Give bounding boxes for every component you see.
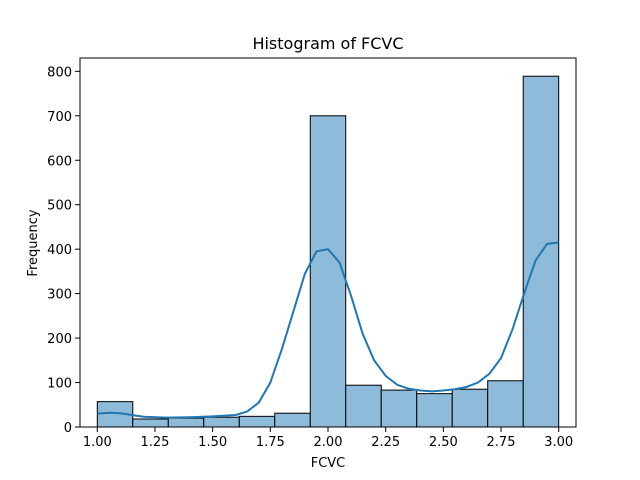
y-tick-label-1: 100 xyxy=(47,377,72,392)
x-tick-label-2: 1.50 xyxy=(198,435,227,450)
y-tick-label-0: 0 xyxy=(64,421,72,436)
y-tick-label-8: 800 xyxy=(47,65,72,80)
x-tick-label-4: 2.00 xyxy=(314,435,343,450)
x-tick-label-7: 2.75 xyxy=(487,435,516,450)
histogram-bar-6 xyxy=(309,115,347,428)
bars-group xyxy=(96,75,560,428)
y-tick-label-5: 500 xyxy=(47,199,72,214)
histogram-bar-4 xyxy=(238,415,276,428)
y-axis-label: Frequency xyxy=(26,209,41,276)
kde-line xyxy=(97,241,559,419)
histogram-bar-8 xyxy=(380,389,418,428)
y-axis-ticks: 0 100 200 300 400 500 600 700 800 xyxy=(47,65,80,436)
y-tick-label-3: 300 xyxy=(47,288,72,303)
x-tick-label-5: 2.25 xyxy=(371,435,400,450)
histogram-bar-3 xyxy=(203,416,240,428)
y-tick-label-6: 600 xyxy=(47,154,72,169)
x-tick-label-3: 1.75 xyxy=(256,435,285,450)
histogram-bar-1 xyxy=(132,418,169,428)
histogram-bar-11 xyxy=(487,380,524,428)
x-tick-label-0: 1.00 xyxy=(83,435,112,450)
x-tick-label-8: 3.00 xyxy=(544,435,573,450)
histogram-bar-5 xyxy=(274,412,311,428)
y-tick-label-4: 400 xyxy=(47,243,72,258)
chart-title: Histogram of FCVC xyxy=(252,34,403,53)
x-axis-label: FCVC xyxy=(311,456,346,471)
y-tick-label-7: 700 xyxy=(47,110,72,125)
histogram-bar-2 xyxy=(167,417,205,428)
histogram-bar-9 xyxy=(416,393,453,428)
histogram-bar-7 xyxy=(345,384,382,428)
x-tick-label-6: 2.50 xyxy=(429,435,458,450)
y-tick-label-2: 200 xyxy=(47,332,72,347)
x-tick-label-1: 1.25 xyxy=(141,435,170,450)
histogram-bar-10 xyxy=(451,388,489,428)
x-axis-ticks: 1.00 1.25 1.50 1.75 2.00 2.25 2.50 2.75 3.00 xyxy=(83,427,573,450)
